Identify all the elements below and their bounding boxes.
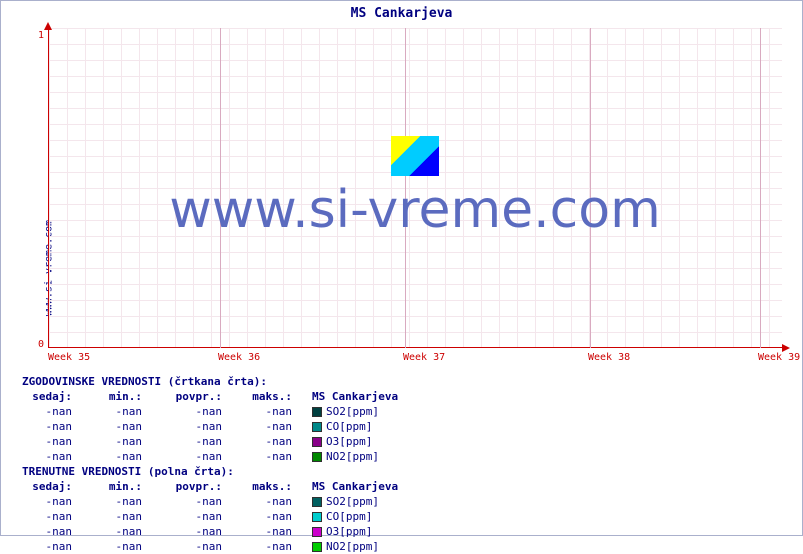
legend-section-title: ZGODOVINSKE VREDNOSTI (črtkana črta):	[22, 374, 398, 389]
series-swatch	[312, 512, 322, 522]
x-major-gridline	[220, 28, 221, 348]
x-axis-arrow	[782, 344, 790, 352]
x-tick-label: Week 37	[403, 352, 445, 363]
x-tick-label: Week 39	[758, 352, 800, 363]
series-swatch	[312, 437, 322, 447]
y-axis-arrow	[44, 22, 52, 30]
legend-data-row: -nan-nan-nan-nanO3[ppm]	[22, 434, 398, 449]
series-swatch	[312, 542, 322, 552]
y-tick-label: 1	[30, 30, 44, 41]
series-label: SO2[ppm]	[326, 494, 379, 509]
legend-header-row: sedaj:min.:povpr.:maks.:MS Cankarjeva	[22, 389, 398, 404]
y-tick-label: 0	[30, 339, 44, 350]
series-label: CO[ppm]	[326, 509, 372, 524]
legend-table: ZGODOVINSKE VREDNOSTI (črtkana črta):sed…	[22, 374, 398, 554]
series-label: CO[ppm]	[326, 419, 372, 434]
legend-data-row: -nan-nan-nan-nanCO[ppm]	[22, 419, 398, 434]
series-label: SO2[ppm]	[326, 404, 379, 419]
legend-data-row: -nan-nan-nan-nanSO2[ppm]	[22, 404, 398, 419]
legend-data-row: -nan-nan-nan-nanNO2[ppm]	[22, 539, 398, 554]
legend-data-row: -nan-nan-nan-nanNO2[ppm]	[22, 449, 398, 464]
chart-title: MS Cankarjeva	[0, 6, 803, 21]
series-label: O3[ppm]	[326, 524, 372, 539]
series-swatch	[312, 422, 322, 432]
series-swatch	[312, 452, 322, 462]
legend-header-row: sedaj:min.:povpr.:maks.:MS Cankarjeva	[22, 479, 398, 494]
series-swatch	[312, 407, 322, 417]
series-label: NO2[ppm]	[326, 539, 379, 554]
legend-section-title: TRENUTNE VREDNOSTI (polna črta):	[22, 464, 398, 479]
x-tick-label: Week 36	[218, 352, 260, 363]
series-swatch	[312, 497, 322, 507]
series-swatch	[312, 527, 322, 537]
legend-data-row: -nan-nan-nan-nanCO[ppm]	[22, 509, 398, 524]
x-tick-label: Week 35	[48, 352, 90, 363]
legend-data-row: -nan-nan-nan-nanO3[ppm]	[22, 524, 398, 539]
x-major-gridline	[760, 28, 761, 348]
x-major-gridline	[590, 28, 591, 348]
series-label: O3[ppm]	[326, 434, 372, 449]
legend-data-row: -nan-nan-nan-nanSO2[ppm]	[22, 494, 398, 509]
series-label: NO2[ppm]	[326, 449, 379, 464]
x-major-gridline	[405, 28, 406, 348]
x-tick-label: Week 38	[588, 352, 630, 363]
plot-area	[48, 28, 782, 348]
